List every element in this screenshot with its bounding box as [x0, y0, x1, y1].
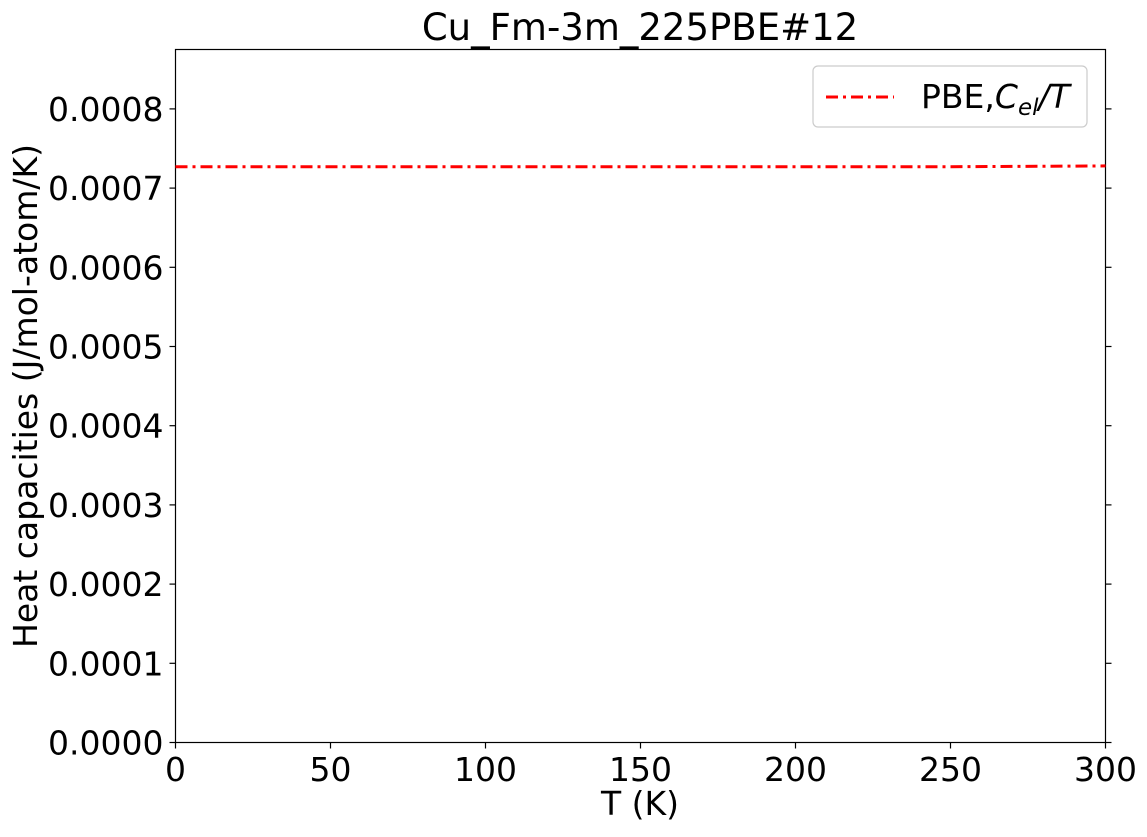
y-tick-label: 0.0001	[48, 644, 163, 683]
x-tick-label: 0	[165, 750, 186, 789]
series-line	[175, 164, 1106, 169]
legend-label-subscript: el	[1018, 95, 1039, 121]
y-tick-label: 0.0004	[48, 407, 163, 446]
y-tick-label: 0.0006	[48, 248, 163, 287]
y-axis-ticks: 0.0000 0.0001 0.0002 0.0003 0.0004 0.0005 0.00…	[48, 90, 1112, 763]
x-tick-label: 50	[310, 750, 352, 789]
legend-label-c: C	[995, 77, 1018, 116]
x-axis-label: T (K)	[600, 784, 679, 823]
y-tick-label: 0.0007	[48, 169, 163, 208]
y-tick-label: 0.0003	[48, 486, 163, 525]
legend-label-tail: /T	[1035, 77, 1072, 116]
x-tick-label: 150	[609, 750, 672, 789]
legend-frame	[812, 65, 1088, 128]
x-tick-label: 100	[454, 750, 517, 789]
y-axis-label: Heat capacities (J/mol-atom/K)	[6, 144, 45, 648]
y-tick-label: 0.0002	[48, 565, 163, 604]
y-tick-label: 0.0000	[48, 724, 163, 763]
x-axis-ticks: 0 50 100 150 200 250 300	[165, 742, 1137, 789]
legend-label-main: PBE,	[921, 77, 995, 116]
plot-frame	[174, 48, 1107, 744]
y-tick-label: 0.0008	[48, 90, 163, 129]
plot-area: 0 50 100 150 200 250 300 0.00000.00010.00020.0…	[48, 48, 1137, 789]
x-tick-label: 200	[764, 750, 827, 789]
x-tick-label: 300	[1074, 750, 1137, 789]
y-tick-label: 0.0005	[48, 328, 163, 367]
legend: PBE,Cel/T	[812, 65, 1088, 128]
legend-series-label: PBE,Cel/T	[921, 77, 1073, 121]
chart-title: Cu_Fm-3m_225PBE#12	[422, 6, 858, 49]
series-layer	[175, 164, 1106, 169]
x-tick-label: 250	[919, 750, 982, 789]
